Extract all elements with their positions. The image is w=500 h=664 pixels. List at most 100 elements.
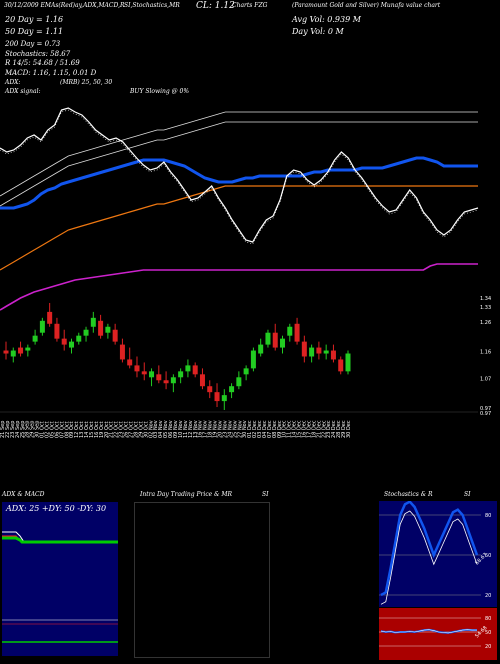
- avg-volume: Avg Vol: 0.939 M: [292, 15, 361, 24]
- close-price: CL: 1.12: [196, 1, 235, 11]
- macd-label: MACD: 1.16, 1.15, 0.01 D: [5, 69, 97, 77]
- ema20-label: 20 Day = 1.16: [5, 15, 64, 24]
- header-company: (Paramount Gold and Silver) Munafa value…: [292, 2, 441, 9]
- date-label: 24 Dec: [331, 420, 337, 438]
- date-label: 05 Oct: [49, 421, 55, 438]
- candle-body: [345, 353, 351, 372]
- intraday-panel: [134, 502, 270, 658]
- date-label: 28 Dec: [336, 420, 342, 438]
- date-label: 25 Sep: [20, 421, 26, 438]
- candle-body: [316, 347, 322, 354]
- price-dotted-line: [0, 109, 479, 245]
- ema50-label: 50 Day = 1.11: [5, 27, 64, 36]
- price-axis-tick: 1.07: [480, 376, 491, 382]
- candle-body: [98, 320, 104, 336]
- ema-magenta-line: [0, 263, 478, 311]
- stoch-k-line: [380, 500, 479, 597]
- date-label: 12 Nov: [188, 420, 194, 438]
- stoch-tick: 80: [485, 513, 491, 519]
- rsi-label: R 14/5: 54.68 / 51.69: [5, 59, 80, 67]
- date-label: 26 Oct: [124, 421, 130, 438]
- rsi-tick: 20: [485, 644, 491, 650]
- candle-body: [294, 323, 300, 342]
- stoch-d-line: [380, 510, 478, 605]
- date-label: 30 Nov: [242, 420, 248, 438]
- date-label: 30 Dec: [346, 420, 352, 438]
- candle-body: [127, 359, 133, 366]
- date-label: 30 Sep: [35, 421, 41, 438]
- adx-macd-svg: [2, 531, 118, 643]
- date-label: 22 Oct: [114, 421, 120, 438]
- date-label: 30 Oct: [143, 421, 149, 438]
- candle-body: [272, 332, 278, 348]
- date-label: 16 Dec: [302, 420, 308, 438]
- date-label: 21 Sep: [0, 421, 6, 438]
- date-label: 06 Nov: [168, 420, 174, 438]
- price-axis-tick: 1.33: [480, 305, 491, 311]
- candle-body: [185, 365, 191, 372]
- candle-body: [119, 344, 125, 360]
- candle-body: [236, 377, 242, 387]
- candle-body: [141, 371, 147, 375]
- date-label: 17 Dec: [306, 420, 312, 438]
- candle-body: [207, 386, 213, 393]
- date-label: 27 Nov: [237, 420, 243, 438]
- ema200-label: 200 Day = 0.73: [5, 40, 61, 48]
- candle-body: [309, 347, 315, 357]
- candle-body: [250, 350, 256, 369]
- date-label: 03 Dec: [257, 420, 263, 438]
- stochastics-panel: 80 50 20 58.67: [379, 500, 497, 607]
- header-line1b: SI,Stochastics,MR: [124, 2, 180, 9]
- stochastics-label: Stochastics: 58.67: [5, 50, 71, 58]
- adx-label: ADX:: [5, 79, 21, 86]
- candle-body: [32, 335, 38, 342]
- date-label: 24 Nov: [227, 420, 233, 438]
- date-label: 23 Dec: [326, 420, 332, 438]
- candle-body: [68, 341, 74, 348]
- candle-body: [10, 350, 16, 357]
- date-label: 04 Dec: [262, 420, 268, 438]
- intraday-panel-title: Intra Day Trading Price & MR: [140, 491, 233, 498]
- candle-body: [156, 374, 162, 381]
- buy-signal: BUY Slowing @ 0%: [130, 88, 190, 95]
- price-axis-tick: 0.97: [480, 411, 491, 417]
- date-label: 28 Oct: [133, 421, 139, 438]
- date-label: 27 Oct: [129, 421, 135, 438]
- rsi-tick: 80: [485, 616, 491, 622]
- stoch-panel-si: SI: [464, 491, 471, 498]
- date-label: 19 Nov: [213, 420, 219, 438]
- adx-panel-title: ADX & MACD: [2, 491, 45, 498]
- candle-body: [105, 326, 111, 333]
- price-line-area: [0, 107, 479, 311]
- candle-body: [112, 329, 118, 342]
- date-label: 10 Dec: [282, 420, 288, 438]
- ema-band-lower: [0, 121, 478, 207]
- candle-body: [214, 392, 220, 402]
- date-label: 20 Oct: [104, 421, 110, 438]
- candle-body: [221, 395, 227, 402]
- date-label: 19 Oct: [99, 421, 105, 438]
- date-label: 11 Dec: [287, 420, 293, 438]
- date-label: 21 Oct: [109, 421, 115, 438]
- candle-body: [330, 350, 336, 360]
- ema-orange-line: [0, 185, 478, 271]
- candle-body: [25, 347, 31, 351]
- adx-line-green: [2, 536, 118, 544]
- candlestick-area: [3, 302, 351, 410]
- candle-body: [83, 329, 89, 336]
- date-label: 20 Nov: [217, 420, 223, 438]
- date-label: 13 Nov: [193, 420, 199, 438]
- date-label: 02 Nov: [148, 420, 154, 438]
- date-label: 18 Nov: [208, 420, 214, 438]
- date-label: 07 Oct: [59, 421, 65, 438]
- rsi-tick: 50: [485, 630, 491, 636]
- price-axis-tick: 1.34: [480, 296, 491, 302]
- date-label: 17 Nov: [203, 420, 209, 438]
- date-label: 06 Oct: [54, 421, 60, 438]
- date-label: 09 Nov: [173, 420, 179, 438]
- date-label: 16 Oct: [94, 421, 100, 438]
